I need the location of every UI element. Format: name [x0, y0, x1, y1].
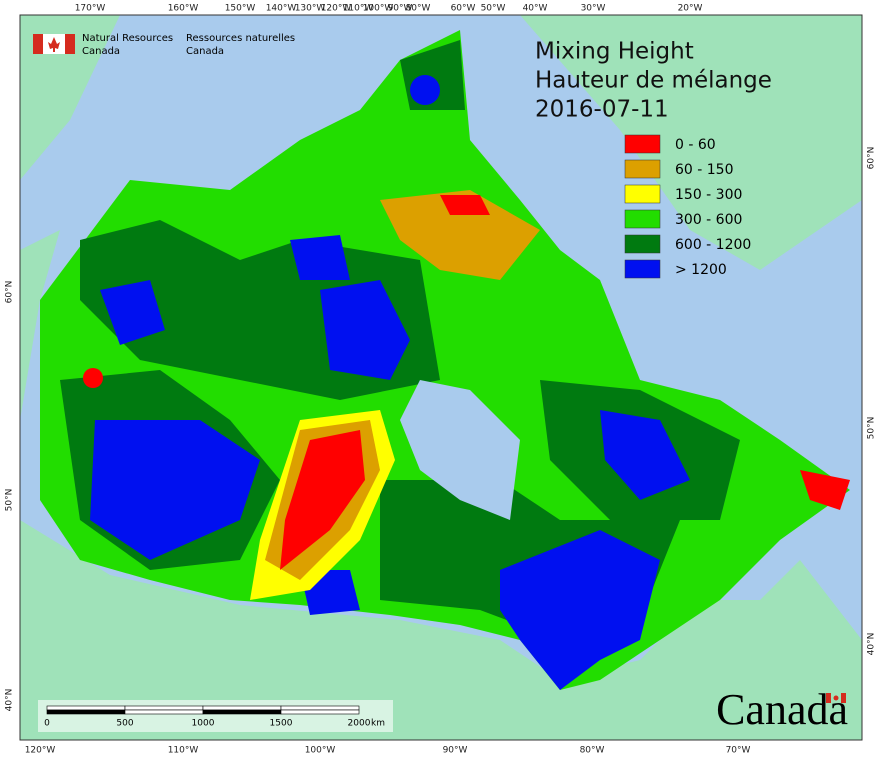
- map-border: [19, 14, 863, 741]
- zone: [83, 368, 103, 388]
- org-name: Canada: [186, 46, 224, 57]
- flag-bar: [826, 693, 831, 703]
- flag-bar: [841, 693, 846, 703]
- scale-unit: km: [371, 719, 385, 729]
- scale-segment: [124, 709, 204, 715]
- scale-label: 500: [116, 719, 133, 729]
- tick-label: 90°W: [388, 4, 413, 14]
- legend-label: 600 - 1200: [675, 237, 751, 253]
- tick-label: 90°W: [443, 746, 468, 756]
- zone: [90, 420, 260, 560]
- title: 2016-07-11: [535, 97, 669, 123]
- title: Mixing Height: [535, 39, 694, 65]
- tick-label: 40°N: [5, 689, 15, 712]
- scale-segment: [280, 705, 360, 711]
- legend-swatch: [624, 209, 661, 229]
- tick-label: 170°W: [75, 4, 106, 14]
- tick-label: 50°W: [481, 4, 506, 14]
- scale-label: 0: [44, 719, 50, 729]
- tick-label: 110°W: [168, 746, 199, 756]
- scale-segment: [46, 705, 126, 711]
- hudson-bay: [400, 380, 520, 520]
- legend: 0 - 60 60 - 150 150 - 300 300 - 600 600 - 12…: [624, 134, 751, 279]
- tick-label: 30°W: [581, 4, 606, 14]
- tick-label: 50°N: [5, 489, 15, 512]
- scale-bg: [38, 700, 393, 732]
- alaska-land: [20, 15, 120, 180]
- maple-leaf: [48, 37, 60, 52]
- scale-segment: [280, 709, 360, 715]
- logo: Natural Resources Canada Ressources natu…: [33, 33, 295, 57]
- tick-label: 140°W: [266, 4, 297, 14]
- maple-leaf: [833, 695, 839, 701]
- tick-label: 60°N: [5, 281, 15, 304]
- tick-label: 40°W: [523, 4, 548, 14]
- org-name: Canada: [82, 46, 120, 57]
- zone: [500, 530, 660, 690]
- scale-bar: 0 500 1000 1500 2000 km: [38, 700, 393, 732]
- tick-label: 70°W: [726, 746, 751, 756]
- zone: [320, 280, 410, 380]
- tick-label: 100°W: [363, 4, 394, 14]
- scale-label: 1000: [192, 719, 215, 729]
- scale-segment: [202, 709, 282, 715]
- zone: [100, 280, 165, 345]
- legend-swatch: [624, 234, 661, 254]
- tick-label: 120°W: [25, 746, 56, 756]
- tick-label: 50°N: [867, 417, 877, 440]
- scale-label: 1500: [270, 719, 293, 729]
- scale-label: 2000: [348, 719, 371, 729]
- org-name: Natural Resources: [82, 33, 173, 44]
- zone: [290, 235, 350, 280]
- tick-label: 150°W: [225, 4, 256, 14]
- org-name: Ressources naturelles: [186, 33, 295, 44]
- wordmark: Canada: [716, 685, 848, 734]
- legend-swatch: [624, 159, 661, 179]
- legend-label: 150 - 300: [675, 187, 742, 203]
- zone: [800, 470, 850, 510]
- tick-label: 120°W: [321, 4, 352, 14]
- tick-label: 160°W: [168, 4, 199, 14]
- scale-segment: [124, 705, 204, 711]
- tick-label: 110°W: [343, 4, 374, 14]
- flag-bar: [65, 34, 75, 54]
- zone: [280, 430, 365, 570]
- scale-segment: [46, 709, 126, 715]
- tick-label: 100°W: [305, 746, 336, 756]
- tick-label: 80°W: [580, 746, 605, 756]
- zone: [380, 190, 540, 280]
- tick-label: 20°W: [678, 4, 703, 14]
- zone: [600, 410, 690, 500]
- legend-swatch: [624, 184, 661, 204]
- legend-label: > 1200: [675, 262, 727, 278]
- greenland: [520, 15, 862, 270]
- legend-label: 60 - 150: [675, 162, 734, 178]
- title: Hauteur de mélange: [535, 68, 772, 94]
- flag-bar: [33, 34, 43, 54]
- tick-label: 130°W: [295, 4, 326, 14]
- ticks: 170°W 160°W 150°W 140°W130°W120°W110°W100°W…: [5, 4, 877, 756]
- usa: [20, 520, 862, 740]
- tick-label: 80°W: [406, 4, 431, 14]
- tick-label: 60°N: [867, 147, 877, 170]
- zone: [410, 75, 440, 105]
- legend-swatch: [624, 259, 661, 279]
- scale-segment: [202, 705, 282, 711]
- alaska-coast: [20, 230, 60, 420]
- zone: [440, 195, 490, 215]
- map: [20, 15, 862, 740]
- legend-label: 300 - 600: [675, 212, 742, 228]
- legend-swatch: [624, 134, 661, 154]
- tick-label: 60°W: [451, 4, 476, 14]
- legend-label: 0 - 60: [675, 137, 716, 153]
- tick-label: 40°N: [867, 633, 877, 656]
